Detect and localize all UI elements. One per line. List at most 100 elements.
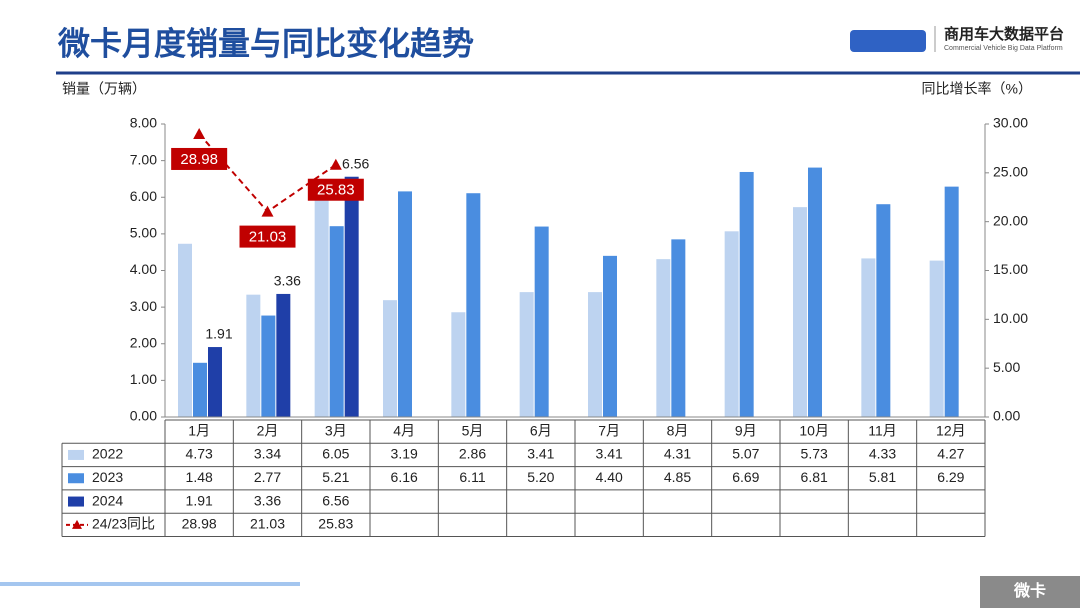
- logo-subtitle: Commercial Vehicle Big Data Platform: [944, 45, 1063, 52]
- line-label: 21.03: [249, 229, 287, 246]
- y2-tick-label: 10.00: [993, 310, 1028, 326]
- bar: [724, 231, 739, 417]
- legend-label: 2024: [92, 492, 123, 508]
- bar: [383, 300, 397, 417]
- footer-stripe: [0, 582, 300, 586]
- line-label-box: [171, 147, 228, 170]
- table-cell: 5.07: [732, 446, 759, 462]
- y2-tick-label: 20.00: [993, 212, 1028, 228]
- line-label: 25.83: [317, 182, 355, 199]
- table-cell: 4.31: [664, 446, 691, 462]
- table-cell: 1.48: [186, 469, 213, 485]
- bar: [398, 191, 412, 417]
- legend-marker: [72, 519, 82, 529]
- table-cell: 3.36: [254, 492, 281, 508]
- bar: [603, 255, 617, 417]
- table-cell: 1.91: [186, 492, 213, 508]
- table-cell: 6.56: [322, 492, 349, 508]
- bar: [451, 312, 466, 417]
- y2-tick-label: 5.00: [993, 359, 1020, 375]
- y-tick-label: 4.00: [130, 261, 157, 277]
- logo-name: 商用车大数据平台: [944, 25, 1064, 43]
- bar: [344, 176, 359, 417]
- table-cell: 2.86: [459, 446, 486, 462]
- bar: [329, 226, 344, 417]
- x-tick-label: 7月: [598, 422, 620, 438]
- x-tick-label: 8月: [667, 422, 689, 438]
- line-label-box: [239, 225, 296, 248]
- bar: [466, 193, 481, 417]
- table-cell: 3.41: [596, 446, 623, 462]
- y-tick-label: 0.00: [130, 408, 157, 424]
- bar: [929, 260, 944, 417]
- bar: [208, 347, 222, 417]
- bar: [671, 239, 686, 417]
- legend-label: 24/23同比: [92, 516, 155, 532]
- table-cell: 6.29: [937, 469, 964, 485]
- x-tick-label: 11月: [868, 422, 897, 438]
- bar-label: 3.36: [274, 273, 301, 289]
- line-marker: [261, 205, 274, 217]
- bar: [246, 294, 261, 417]
- x-tick-label: 5月: [462, 422, 484, 438]
- bar: [861, 258, 876, 417]
- table-cell: 28.98: [182, 516, 217, 532]
- legend-label: 2022: [92, 446, 123, 462]
- table-cell: 6.05: [322, 446, 349, 462]
- table-cell: 4.73: [186, 446, 213, 462]
- bar: [519, 292, 534, 417]
- bar: [876, 204, 891, 417]
- y2-tick-label: 15.00: [993, 261, 1028, 277]
- table-cell: 3.34: [254, 446, 281, 462]
- legend-swatch: [68, 449, 84, 460]
- line-label: 28.98: [180, 151, 218, 168]
- x-tick-label: 1月: [188, 422, 210, 438]
- bar: [808, 167, 822, 417]
- bar: [261, 315, 276, 417]
- bar: [276, 293, 291, 417]
- y2-tick-label: 30.00: [993, 115, 1028, 131]
- table-cell: 6.16: [391, 469, 418, 485]
- bar: [739, 171, 754, 417]
- y-tick-label: 6.00: [130, 188, 157, 204]
- table-cell: 5.20: [527, 469, 554, 485]
- table-cell: 5.81: [869, 469, 896, 485]
- x-tick-label: 10月: [799, 422, 829, 438]
- logo-mark: [850, 30, 926, 52]
- bar: [178, 243, 192, 417]
- y-tick-label: 2.00: [130, 334, 157, 350]
- table-cell: 4.85: [664, 469, 691, 485]
- y2-tick-label: 25.00: [993, 164, 1028, 180]
- table-cell: 4.40: [596, 469, 623, 485]
- bar: [944, 186, 959, 417]
- legend-label: 2023: [92, 469, 123, 485]
- y2-axis-label: 同比增长率（%）: [922, 81, 1032, 97]
- footer-box: [980, 576, 1080, 608]
- bar: [314, 195, 329, 417]
- table-cell: 21.03: [250, 516, 285, 532]
- table-cell: 3.41: [527, 446, 554, 462]
- bar-label: 6.56: [342, 155, 369, 171]
- line-marker: [193, 127, 206, 139]
- x-tick-label: 4月: [393, 422, 415, 438]
- bar: [534, 226, 549, 417]
- y2-tick-label: 0.00: [993, 408, 1020, 424]
- x-tick-label: 6月: [530, 422, 552, 438]
- table-cell: 5.21: [322, 469, 349, 485]
- footer-tag: 微卡: [1013, 581, 1046, 600]
- y-tick-label: 5.00: [130, 225, 157, 241]
- x-tick-label: 12月: [936, 422, 966, 438]
- line-marker: [329, 158, 342, 170]
- table-cell: 2.77: [254, 469, 281, 485]
- x-tick-label: 2月: [257, 422, 279, 438]
- y-tick-label: 3.00: [130, 298, 157, 314]
- bar-label: 1.91: [205, 326, 232, 342]
- legend-swatch: [68, 473, 84, 484]
- bar: [793, 207, 807, 417]
- table-cell: 6.81: [801, 469, 828, 485]
- y-tick-label: 1.00: [130, 371, 157, 387]
- table-cell: 4.27: [937, 446, 964, 462]
- x-tick-label: 3月: [325, 422, 347, 438]
- line-label-box: [307, 178, 364, 201]
